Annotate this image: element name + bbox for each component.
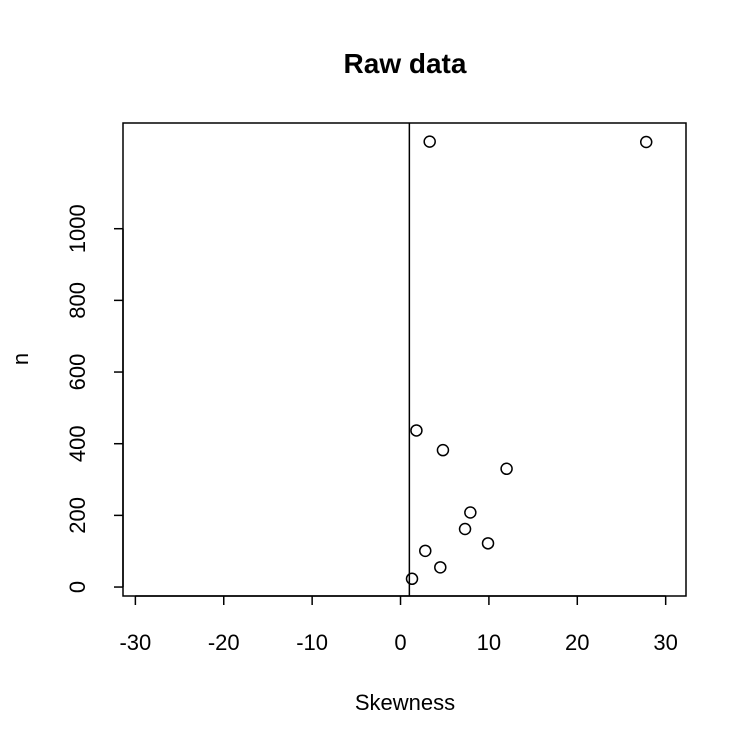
data-point <box>436 443 450 457</box>
data-point <box>434 561 447 574</box>
data-point <box>410 424 423 437</box>
data-point <box>458 522 472 536</box>
data-point <box>500 462 513 476</box>
y-tick-label: 1000 <box>65 204 90 253</box>
x-tick-label: -30 <box>119 630 151 655</box>
y-tick-label: 600 <box>65 354 90 391</box>
data-point <box>464 506 477 519</box>
x-tick-label: -20 <box>208 630 240 655</box>
data-point <box>405 572 419 586</box>
x-tick-label: -10 <box>296 630 328 655</box>
data-points <box>405 135 653 586</box>
x-tick-label: 0 <box>394 630 406 655</box>
y-tick-label: 800 <box>65 282 90 319</box>
x-tick-label: 10 <box>477 630 501 655</box>
x-axis: -30 -20 -10 0 10 20 30 <box>119 595 678 655</box>
x-axis-label: Skewness <box>355 690 455 715</box>
y-axis-label: n <box>8 353 33 365</box>
y-axis: 0 200 400 600 800 1000 <box>65 204 124 593</box>
data-point <box>639 135 653 149</box>
x-tick-label: 30 <box>653 630 677 655</box>
plot-frame <box>122 122 687 597</box>
chart-title: Raw data <box>344 48 467 79</box>
y-tick-label: 0 <box>65 581 90 593</box>
data-point <box>481 537 495 550</box>
y-tick-label: 400 <box>65 425 90 462</box>
data-point <box>419 544 432 558</box>
x-tick-label: 20 <box>565 630 589 655</box>
data-point <box>423 135 436 148</box>
y-tick-label: 200 <box>65 497 90 534</box>
